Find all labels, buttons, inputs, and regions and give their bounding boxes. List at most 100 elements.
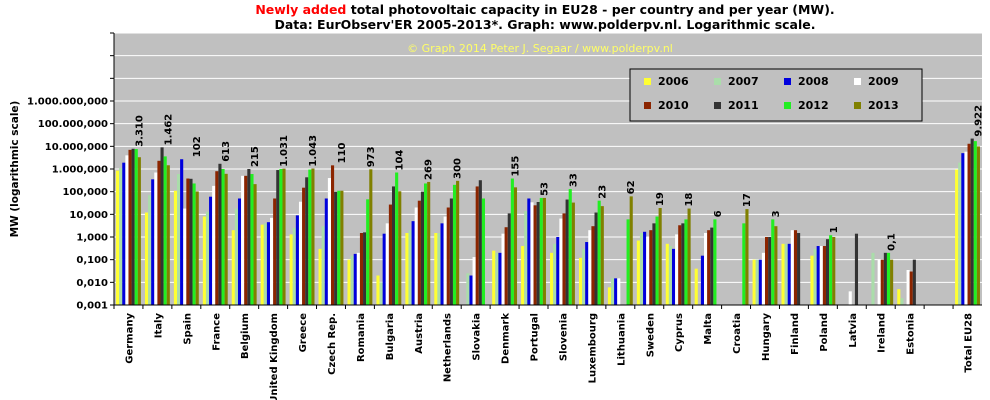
bar [157,160,161,305]
data-label: 3.310 [134,115,145,147]
bar [475,186,479,305]
bar [183,208,187,305]
bar [395,172,399,305]
bar [793,230,798,305]
y-tick-label: 100.000,000 [38,119,108,130]
bar [443,216,447,305]
x-category-label: Lithuania [616,313,627,366]
legend: 2006 2007 2008 2009 2010 2011 2012 2013 [629,68,923,122]
bar [173,190,177,305]
bar [237,198,242,305]
legend-label: 2010 [658,99,689,112]
bar [417,200,421,305]
bar [177,174,181,305]
bar [704,233,708,305]
y-tick-label: 1.000,000 [52,165,108,176]
chart-title-line1: Newly added total photovoltaic capacity … [255,2,834,17]
data-label: 9.922 [973,105,984,137]
bar [883,252,887,305]
x-category-label: Latvia [848,313,859,348]
bar [524,211,528,305]
bar [308,169,312,305]
bar [501,233,505,305]
bar [582,248,586,305]
bar [507,213,511,305]
bar [276,170,280,305]
bar [382,233,386,305]
x-category-label: Sweden [645,313,656,357]
bar [636,240,640,305]
bar [263,223,267,305]
data-label: 1.043 [308,135,319,167]
data-label: 269 [424,159,435,180]
legend-swatch [644,78,651,85]
x-category-label: Belgium [240,313,251,359]
bar [758,259,762,305]
x-category-label: Romania [356,313,367,362]
bar [527,198,531,305]
bar [761,252,765,305]
bar [521,246,525,305]
x-category-label: Hungary [761,313,772,361]
bar [597,200,601,305]
x-category-label: Bulgaria [385,313,396,360]
bar [282,168,286,305]
x-category-label: Germany [124,313,135,364]
chart-title-rest: total photovoltaic capacity in EU28 - pe… [346,2,834,17]
bar [594,212,598,305]
bar [321,226,325,305]
data-label: 1.031 [279,135,290,167]
bar [877,259,881,305]
bar [302,187,306,305]
data-label: 18 [684,193,695,207]
bar [366,199,370,305]
y-tick-label: 1,000 [76,233,108,244]
bar [771,219,775,305]
bar [385,223,389,305]
bar [356,252,360,305]
legend-swatch [714,78,721,85]
bar [822,246,826,305]
bar [298,201,303,305]
legend-label: 2008 [798,75,829,88]
bar [369,169,373,305]
bar [163,156,167,305]
bar [154,172,158,305]
bar [530,202,534,305]
data-label: 53 [539,182,550,196]
bar [347,259,351,305]
bar [700,255,705,305]
bar [151,179,155,305]
x-category-label: Netherlands [443,313,454,382]
bar [626,219,630,305]
bar [755,259,759,305]
bar [324,198,328,305]
bar [209,196,213,305]
bar [212,185,216,305]
bar [289,234,293,305]
x-category-label: Estonia [906,313,917,355]
bar [224,173,228,305]
bar [790,230,794,305]
bar [961,153,965,305]
data-label: 155 [510,156,521,177]
x-category-label: Italy [153,313,164,339]
y-tick-label: 10.000,000 [45,142,108,153]
bar [295,215,299,305]
bar [829,235,833,305]
bar [600,206,604,305]
bar [337,190,341,305]
bar [658,208,662,305]
bar [909,271,913,305]
bar [774,226,778,305]
bar [472,257,476,305]
bar [266,222,271,305]
bar [707,230,711,305]
watermark: © Graph 2014 Peter J. Segaar / www.polde… [407,42,673,55]
bar [536,202,540,305]
data-label: 1 [829,226,840,233]
bar [244,175,248,305]
legend-label: 2006 [658,75,689,88]
